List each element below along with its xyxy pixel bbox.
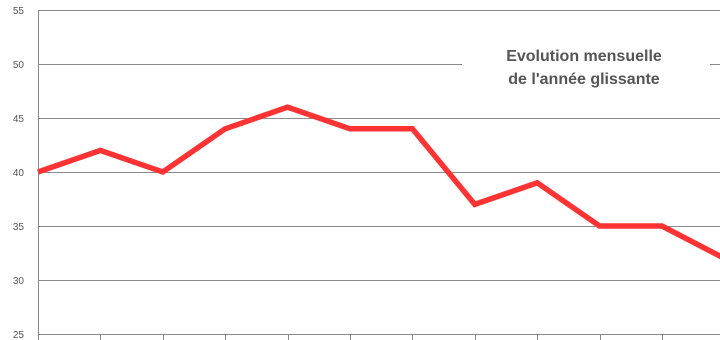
y-tick-label: 30 — [13, 276, 25, 287]
series-line — [37, 104, 720, 260]
y-tick-label: 25 — [13, 330, 25, 340]
y-tick-label: 45 — [13, 114, 25, 125]
chart-title-line-1: Evolution mensuelle — [506, 48, 662, 65]
chart-title-line-2: de l'année glissante — [508, 71, 660, 88]
x-tick-marks — [38, 10, 663, 340]
series-group — [37, 104, 720, 260]
title-background — [462, 38, 710, 96]
y-tick-label: 35 — [13, 222, 25, 233]
y-tick-labels: 25 30 35 40 45 50 55 — [13, 6, 25, 340]
y-tick-label: 50 — [13, 60, 25, 71]
chart-title-group: Evolution mensuelle de l'année glissante — [462, 38, 710, 96]
gridlines — [38, 10, 720, 335]
y-tick-label: 40 — [13, 168, 25, 179]
y-tick-label: 55 — [13, 6, 25, 17]
